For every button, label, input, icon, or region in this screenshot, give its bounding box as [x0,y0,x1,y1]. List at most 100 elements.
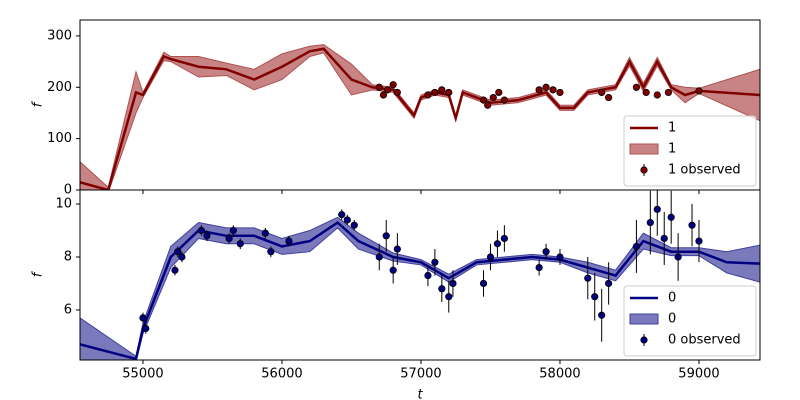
observed-point [203,232,211,240]
observed-point [535,86,543,94]
observed-point [598,311,606,319]
observed-point [174,248,182,256]
observed-point [479,96,488,104]
observed-point [267,248,275,256]
legend-label: 0 [668,312,676,327]
observed-point [664,88,672,97]
observed-point [438,86,446,94]
observed-point [431,258,439,266]
observed-point [389,81,397,89]
x-tick-label: 59000 [678,367,719,382]
observed-point [500,234,508,243]
legend-frame [623,115,757,187]
observed-point [389,266,397,274]
plot-area [80,190,760,360]
confidence-band [80,216,760,360]
observed-point [584,274,592,282]
observed-point [660,234,668,243]
observed-point [556,88,564,97]
observed-point [343,216,351,224]
observed-point [393,245,401,253]
observed-point [688,221,696,229]
observed-point [479,279,488,288]
observed-point [605,279,613,288]
y-tick-label: 200 [47,80,72,95]
observed-point [382,232,390,240]
observed-point [598,88,606,97]
observed-point [632,83,641,91]
observed-point [197,226,205,235]
observed-point [632,242,641,251]
observed-point [438,285,446,293]
observed-point [542,83,550,91]
y-tick-label: 300 [47,28,72,43]
y-tick-label: 100 [47,131,72,146]
observed-point [449,279,457,288]
observed-point [445,293,453,301]
observed-point [424,91,432,99]
observed-point [379,91,388,99]
legend-label: 0 [668,291,676,306]
observed-point [139,314,147,322]
plot-area [80,44,760,190]
observed-point [591,293,599,301]
observed-point [486,253,495,261]
observed-point [338,211,346,219]
y-tick-label: 10 [55,197,72,212]
observed-point [535,263,543,272]
observed-point [350,221,358,229]
observed-point [646,218,654,227]
observed-point [431,88,439,97]
axes-frame [79,189,761,361]
y-axis-label: f [31,270,46,277]
observed-point [674,253,682,261]
legend-label: 1 [668,121,676,136]
legend-patch [629,313,659,325]
observed-point [375,83,383,91]
confidence-band [80,44,760,190]
observed-point [142,324,150,333]
x-axis-label: t [417,388,423,400]
legend-label: 0 observed [668,333,741,348]
observed-point [667,213,675,221]
observed-point [695,87,703,95]
observed-point [493,240,502,248]
observed-point [484,101,492,109]
legend-frame [623,285,757,357]
observed-point [500,96,508,104]
y-axis-label: f [31,100,46,107]
observed-point [653,205,661,213]
x-tick-label: 57000 [400,367,441,382]
observed-point [489,93,497,102]
legend-marker [640,336,648,344]
y-tick-label: 6 [64,302,72,317]
legend-marker [640,166,648,174]
observed-point [171,266,179,274]
observed-point [653,91,661,99]
observed-point [178,253,186,261]
observed-point [542,248,550,256]
observed-point [445,88,453,97]
observed-point [605,93,613,102]
x-tick-label: 58000 [539,367,580,382]
observed-point [261,229,269,237]
observed-point [556,253,564,261]
observed-point [285,237,293,245]
observed-point [229,226,237,235]
observed-point [375,253,383,261]
legend: 1 1 1 observed [623,115,757,187]
legend-label: 1 [668,142,676,157]
observed-point [495,88,503,97]
legend: 0 0 0 observed [623,285,757,357]
observed-point [695,237,703,245]
legend-label: 1 observed [668,163,741,178]
y-tick-label: 8 [64,249,72,264]
observed-point [384,86,392,94]
y-tick-label: 0 [64,183,72,198]
legend-patch [629,143,659,155]
observed-point [236,240,244,248]
observed-point [549,86,557,94]
x-tick-label: 56000 [261,367,302,382]
